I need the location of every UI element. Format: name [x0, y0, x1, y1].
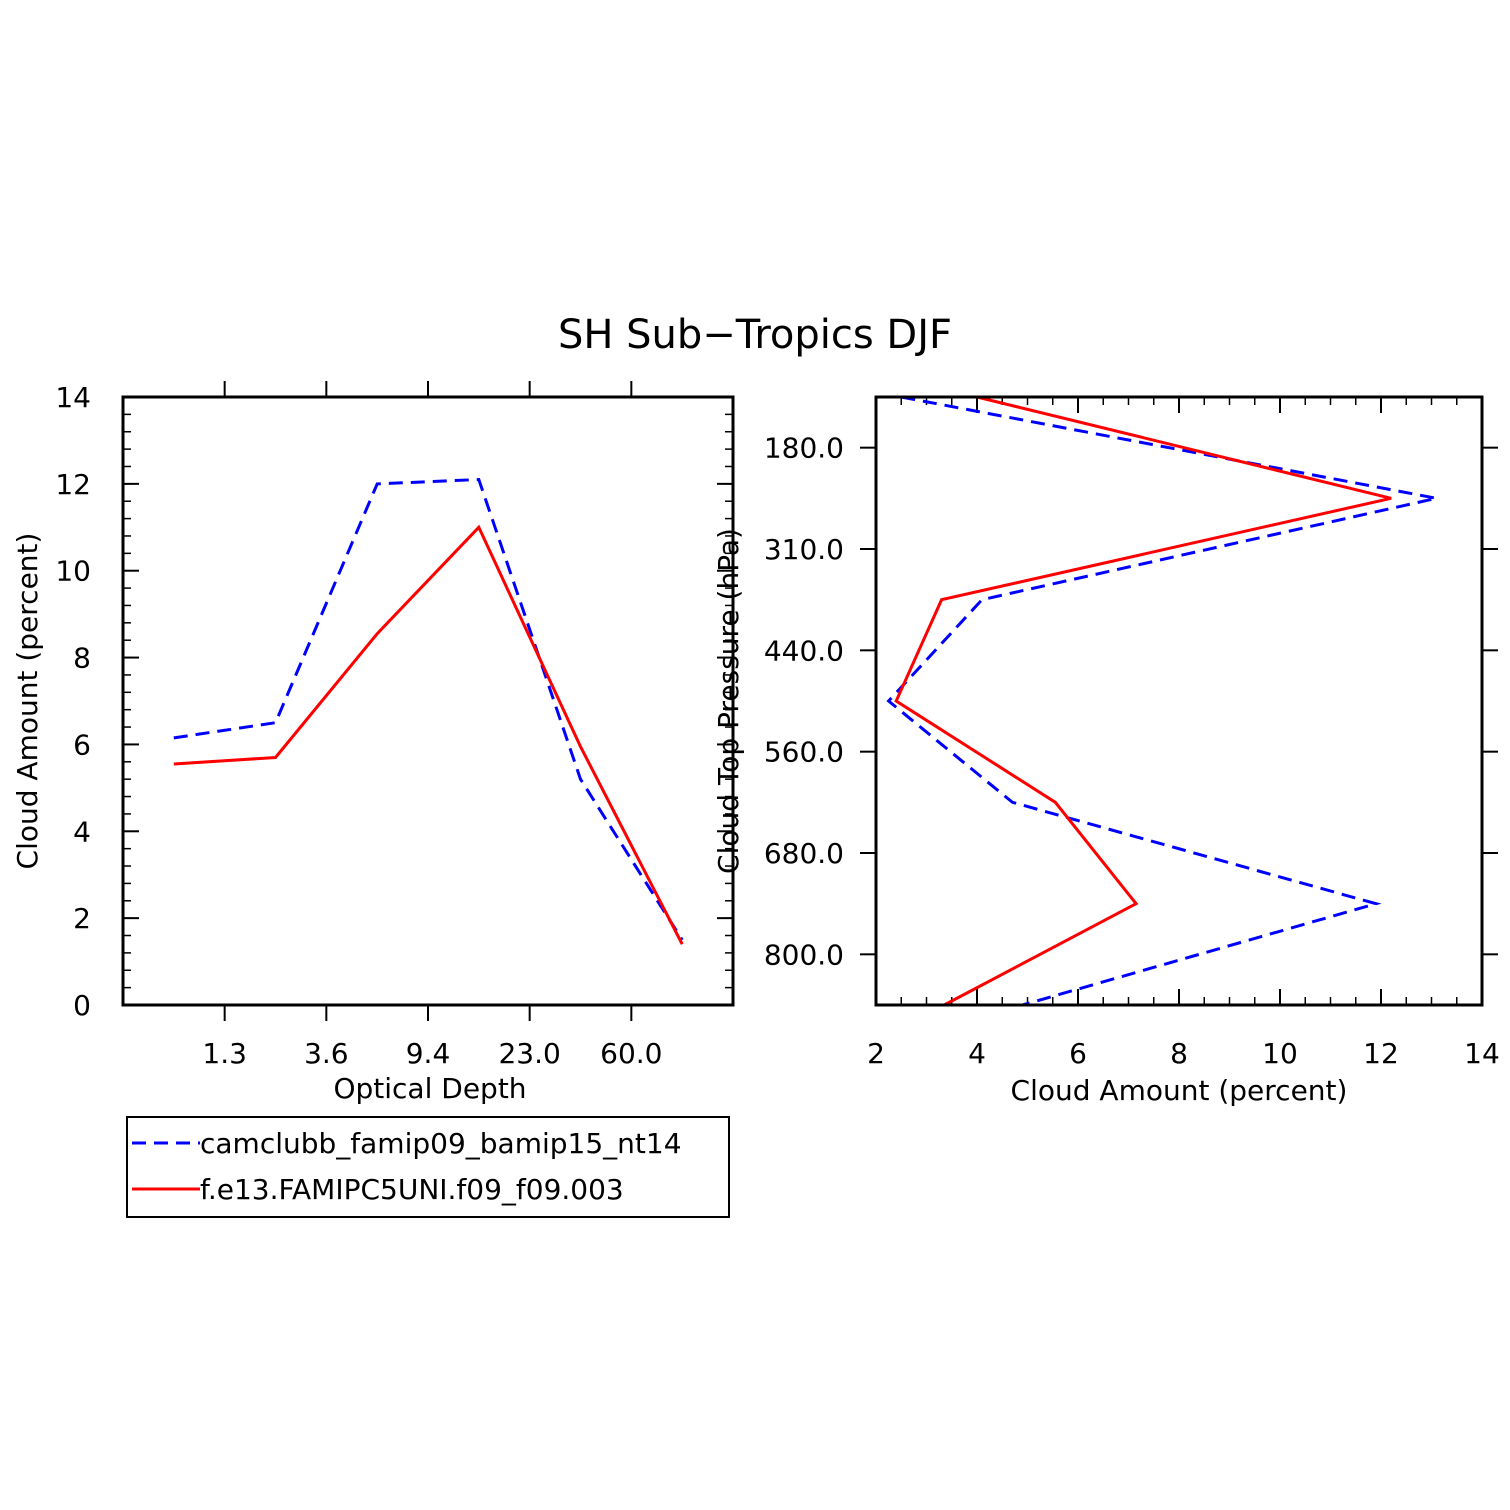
left-plot: 0 2 4 6 8 10 12 14 1.3 3.6 9.4 23.0 60.0 Optical Dep… [11, 381, 735, 1105]
legend-label-series-1: camclubb_famip09_bamip15_nt14 [200, 1127, 682, 1160]
x-tick-label: 4 [968, 1037, 986, 1070]
x-tick-label: 3.6 [304, 1037, 349, 1070]
y-tick-label: 0 [73, 989, 91, 1022]
y-tick-label: 440.0 [764, 634, 844, 667]
legend-box [126, 1116, 730, 1218]
left-x-axis-label: Optical Depth [333, 1072, 526, 1105]
x-tick-label: 12 [1363, 1037, 1399, 1070]
y-tick-label: 310.0 [764, 533, 844, 566]
left-ticks: 0 2 4 6 8 10 12 14 1.3 3.6 9.4 23.0 60.0 [55, 381, 733, 1070]
series-line-2 [894, 395, 1392, 1007]
y-tick-label: 560.0 [764, 736, 844, 769]
left-plot-frame [121, 395, 735, 1007]
x-tick-label: 14 [1464, 1037, 1500, 1070]
x-tick-label: 2 [867, 1037, 885, 1070]
left-y-axis-label: Cloud Amount (percent) [11, 533, 44, 870]
y-tick-label: 2 [73, 902, 91, 935]
x-tick-label: 6 [1069, 1037, 1087, 1070]
y-tick-label: 180.0 [764, 432, 844, 465]
y-tick-label: 4 [73, 815, 91, 848]
x-tick-label: 1.3 [202, 1037, 247, 1070]
right-plot-frame [874, 395, 1484, 1007]
right-y-axis-label: Cloud Top Pressure (hPa) [712, 528, 745, 874]
right-lines [886, 395, 1437, 1007]
legend: camclubb_famip09_bamip15_nt14 f.e13.FAMI… [126, 1116, 730, 1218]
legend-label-series-2: f.e13.FAMIPC5UNI.f09_f09.003 [200, 1173, 624, 1206]
series-line-1 [173, 477, 684, 941]
y-tick-label: 12 [55, 468, 91, 501]
y-tick-label: 10 [55, 555, 91, 588]
right-plot: 2 4 6 8 10 12 14 180.0 310.0 440.0 560.0 680.0 800.0… [712, 395, 1500, 1107]
left-lines [173, 477, 684, 945]
y-tick-label: 800.0 [764, 938, 844, 971]
x-tick-label: 10 [1262, 1037, 1298, 1070]
right-x-axis-label: Cloud Amount (percent) [1011, 1074, 1348, 1107]
x-tick-label: 9.4 [406, 1037, 451, 1070]
y-tick-label: 14 [55, 381, 91, 414]
y-tick-label: 680.0 [764, 837, 844, 870]
x-tick-label: 60.0 [600, 1037, 662, 1070]
right-ticks: 2 4 6 8 10 12 14 180.0 310.0 440.0 560.0 680.0 800.0 [764, 397, 1500, 1070]
y-tick-label: 6 [73, 728, 91, 761]
figure-title: SH Sub−Tropics DJF [558, 312, 952, 358]
x-tick-label: 23.0 [498, 1037, 560, 1070]
y-tick-label: 8 [73, 642, 91, 675]
x-tick-label: 8 [1170, 1037, 1188, 1070]
series-line-2 [173, 524, 684, 945]
